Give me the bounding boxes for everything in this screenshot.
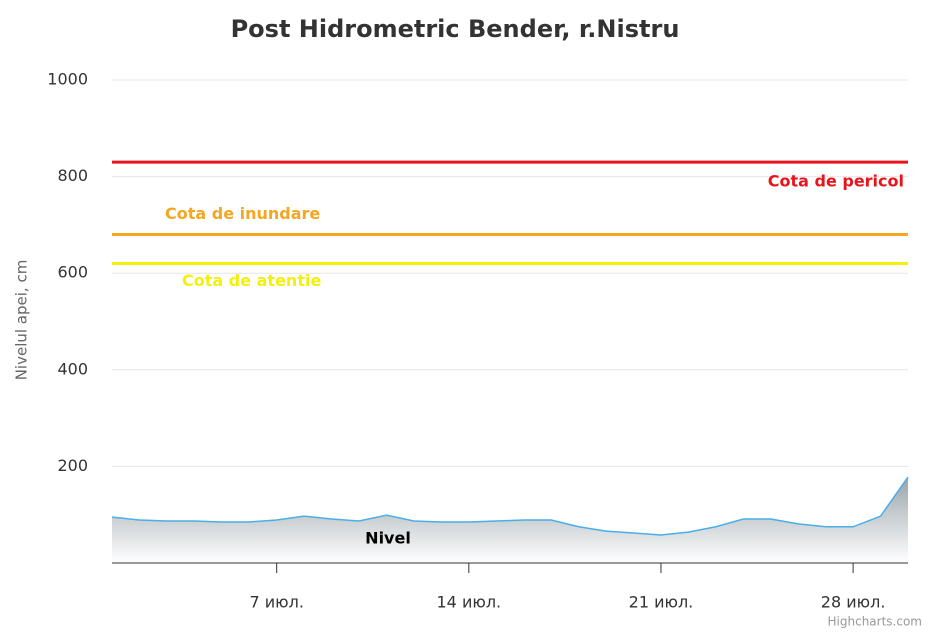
x-tick-label: 28 июл. [821, 593, 886, 612]
line [111, 476, 909, 536]
y-axis-label: Nivelul apei, cm [13, 260, 31, 381]
chart-title: Post Hidrometric Bender, r.Nistru [231, 15, 680, 43]
credits: Highcharts.com [828, 615, 922, 629]
series-label: Nivel [365, 529, 411, 548]
plot-line-label: Cota de atentie [182, 271, 321, 290]
y-tick-label: 800 [57, 166, 88, 185]
plot-line-label: Cota de inundare [165, 204, 320, 223]
area [112, 477, 908, 563]
x-tick-label: 7 июл. [249, 593, 303, 612]
y-tick-label: 1000 [47, 70, 88, 89]
plot-line-label: Cota de pericol [768, 172, 904, 191]
y-tick-label: 600 [57, 263, 88, 282]
y-tick-label: 200 [57, 456, 88, 475]
y-tick-label: 400 [57, 359, 88, 378]
x-tick-label: 14 июл. [437, 593, 502, 612]
x-tick-label: 21 июл. [629, 593, 694, 612]
